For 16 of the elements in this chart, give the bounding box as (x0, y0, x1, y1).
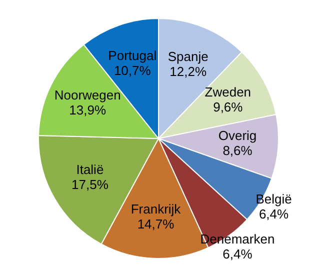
data-label: 8,6% (222, 143, 253, 158)
data-label: 14,7% (137, 216, 175, 232)
slice-label: Noorwegen (54, 87, 121, 102)
slice-label: Frankrijk (130, 202, 182, 217)
slice-label: Zweden (204, 84, 252, 100)
slice-label: Spanje (168, 49, 208, 64)
slice-label: Overig (218, 128, 257, 144)
data-label: 13,9% (69, 102, 106, 118)
slice-label: Portugal (108, 48, 157, 63)
slice-label: Italië (76, 162, 104, 178)
data-label: 17,5% (72, 177, 109, 192)
data-label: 9,6% (213, 99, 244, 114)
data-label: 10,7% (114, 62, 152, 78)
data-label: 6,4% (258, 206, 290, 222)
data-label: 6,4% (222, 246, 253, 262)
data-label: 12,2% (170, 64, 207, 80)
